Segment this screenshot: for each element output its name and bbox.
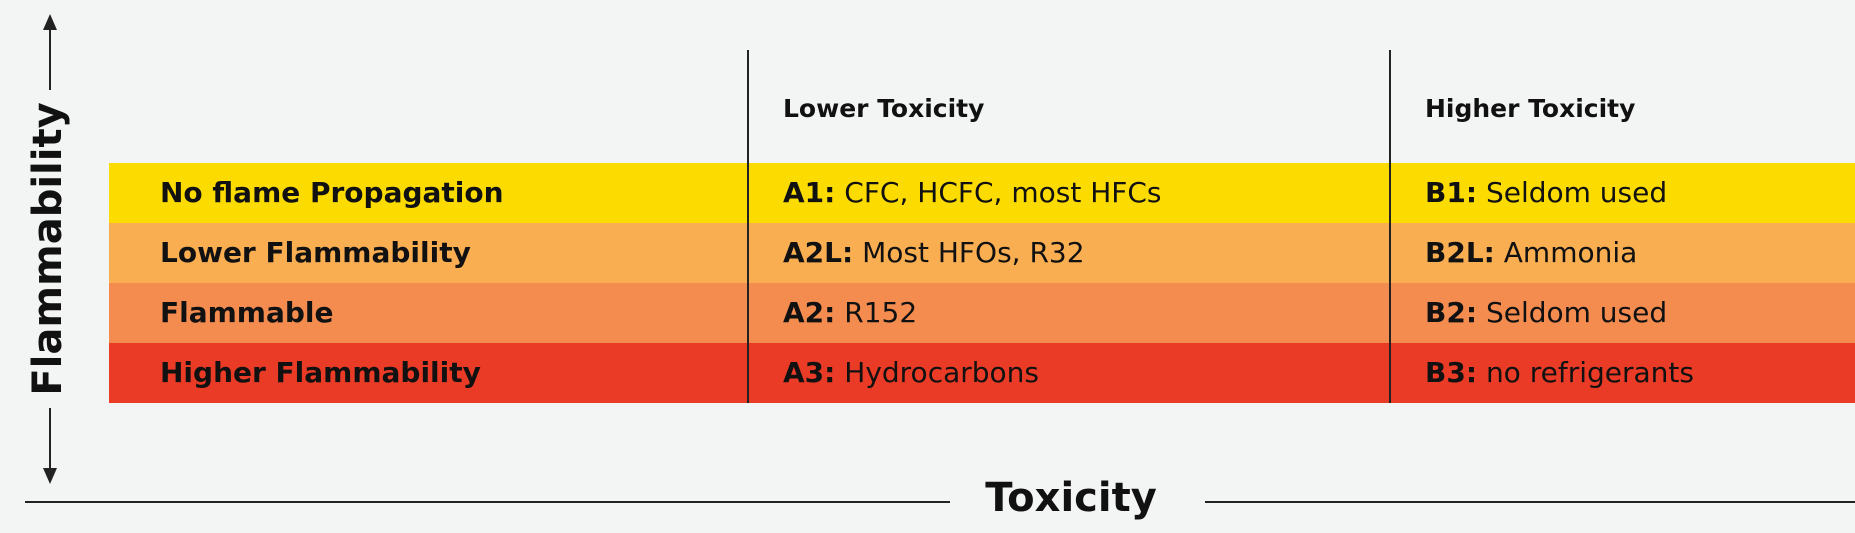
arrow-down [43, 468, 57, 484]
cell-text: Seldom used [1486, 296, 1667, 329]
cell: B2: Seldom used [1425, 296, 1667, 329]
x-axis-label: Toxicity [985, 475, 1157, 521]
cell-code: B1: [1425, 176, 1477, 209]
cell: A1: CFC, HCFC, most HFCs [783, 176, 1162, 209]
cell-text: Seldom used [1486, 176, 1667, 209]
column-header: Lower Toxicity [783, 94, 984, 123]
column-header: Higher Toxicity [1425, 94, 1635, 123]
cell-text: CFC, HCFC, most HFCs [844, 176, 1161, 209]
cell-text: R152 [844, 296, 917, 329]
cell-text: no refrigerants [1486, 356, 1694, 389]
cell-text: Most HFOs, R32 [862, 236, 1084, 269]
cell-code: A1: [783, 176, 835, 209]
cell-code: B2L: [1425, 236, 1495, 269]
cell: A2L: Most HFOs, R32 [783, 236, 1085, 269]
table: No flame Propagation A1: CFC, HCFC, most … [109, 50, 1855, 403]
row-band [109, 223, 1855, 283]
row-label: Flammable [160, 296, 334, 329]
cell: B3: no refrigerants [1425, 356, 1694, 389]
row-band [109, 163, 1855, 223]
cell-code: A3: [783, 356, 835, 389]
row-band [109, 343, 1855, 403]
cell: B2L: Ammonia [1425, 236, 1637, 269]
cell-code: A2L: [783, 236, 853, 269]
row-label: No flame Propagation [160, 176, 504, 209]
y-axis-label: Flammability [25, 102, 71, 395]
cell-code: B2: [1425, 296, 1477, 329]
row-band [109, 283, 1855, 343]
row-label: Higher Flammability [160, 356, 481, 389]
cell-text: Ammonia [1504, 236, 1638, 269]
arrow-up [43, 14, 57, 30]
cell: B1: Seldom used [1425, 176, 1667, 209]
cell: A3: Hydrocarbons [783, 356, 1039, 389]
cell-code: A2: [783, 296, 835, 329]
cell: A2: R152 [783, 296, 917, 329]
cell-text: Hydrocarbons [844, 356, 1039, 389]
row-label: Lower Flammability [160, 236, 471, 269]
cell-code: B3: [1425, 356, 1477, 389]
